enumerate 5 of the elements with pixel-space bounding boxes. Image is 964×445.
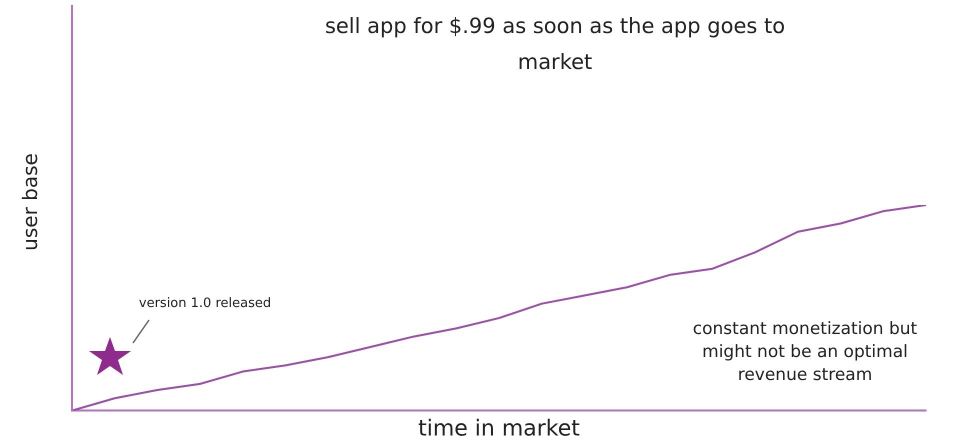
annotation: version 1.0 released bbox=[138, 296, 272, 311]
annotation: constant monetization but might not be an optimal revenue stream bbox=[692, 318, 918, 387]
chart-title: sell app for $.99 as soon as the app goes to market bbox=[324, 13, 786, 76]
y-axis-title: user base bbox=[18, 152, 42, 253]
x-axis-title: time in market bbox=[418, 416, 580, 442]
